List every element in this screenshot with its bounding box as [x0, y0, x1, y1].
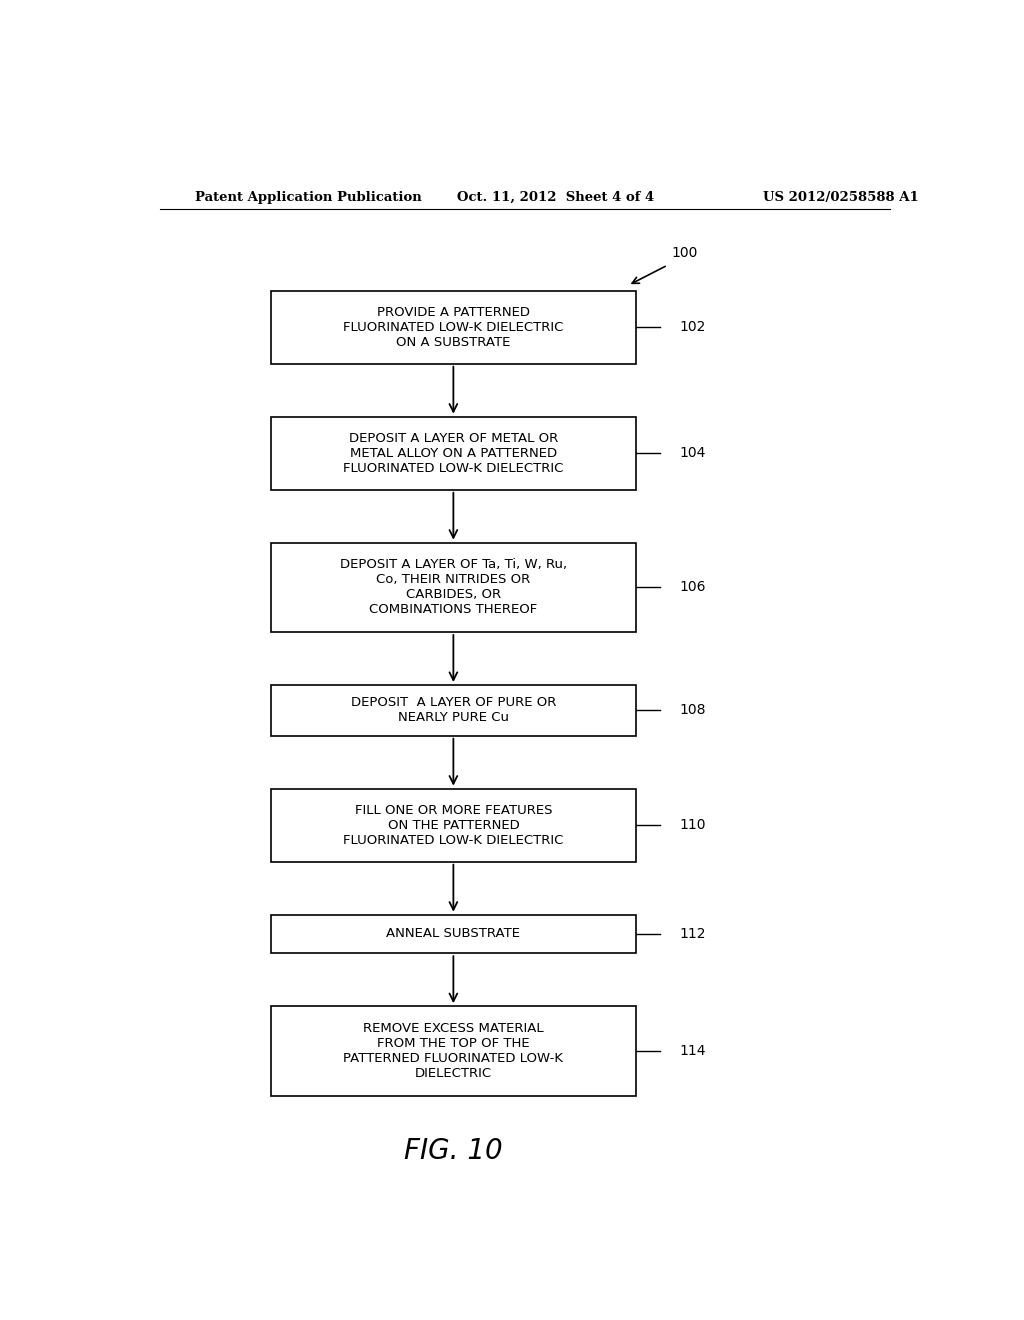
Text: US 2012/0258588 A1: US 2012/0258588 A1	[763, 190, 919, 203]
Text: 114: 114	[680, 1044, 707, 1057]
Text: DEPOSIT A LAYER OF Ta, Ti, W, Ru,
Co, THEIR NITRIDES OR
CARBIDES, OR
COMBINATION: DEPOSIT A LAYER OF Ta, Ti, W, Ru, Co, TH…	[340, 558, 567, 616]
FancyBboxPatch shape	[270, 685, 636, 735]
Text: REMOVE EXCESS MATERIAL
FROM THE TOP OF THE
PATTERNED FLUORINATED LOW-K
DIELECTRI: REMOVE EXCESS MATERIAL FROM THE TOP OF T…	[343, 1022, 563, 1080]
Text: PROVIDE A PATTERNED
FLUORINATED LOW-K DIELECTRIC
ON A SUBSTRATE: PROVIDE A PATTERNED FLUORINATED LOW-K DI…	[343, 306, 563, 348]
Text: Patent Application Publication: Patent Application Publication	[196, 190, 422, 203]
Text: 108: 108	[680, 704, 707, 717]
Text: 110: 110	[680, 818, 707, 832]
Text: 112: 112	[680, 927, 707, 941]
FancyBboxPatch shape	[270, 915, 636, 953]
Text: FILL ONE OR MORE FEATURES
ON THE PATTERNED
FLUORINATED LOW-K DIELECTRIC: FILL ONE OR MORE FEATURES ON THE PATTERN…	[343, 804, 563, 846]
FancyBboxPatch shape	[270, 417, 636, 490]
Text: 102: 102	[680, 321, 706, 334]
FancyBboxPatch shape	[270, 788, 636, 862]
Text: 100: 100	[672, 246, 698, 260]
Text: 104: 104	[680, 446, 706, 461]
Text: ANNEAL SUBSTRATE: ANNEAL SUBSTRATE	[386, 928, 520, 940]
Text: DEPOSIT A LAYER OF METAL OR
METAL ALLOY ON A PATTERNED
FLUORINATED LOW-K DIELECT: DEPOSIT A LAYER OF METAL OR METAL ALLOY …	[343, 432, 563, 475]
FancyBboxPatch shape	[270, 290, 636, 364]
FancyBboxPatch shape	[270, 543, 636, 632]
Text: FIG. 10: FIG. 10	[404, 1138, 503, 1166]
Text: Oct. 11, 2012  Sheet 4 of 4: Oct. 11, 2012 Sheet 4 of 4	[458, 190, 654, 203]
FancyBboxPatch shape	[270, 1006, 636, 1096]
Text: 106: 106	[680, 581, 707, 594]
Text: DEPOSIT  A LAYER OF PURE OR
NEARLY PURE Cu: DEPOSIT A LAYER OF PURE OR NEARLY PURE C…	[350, 697, 556, 725]
